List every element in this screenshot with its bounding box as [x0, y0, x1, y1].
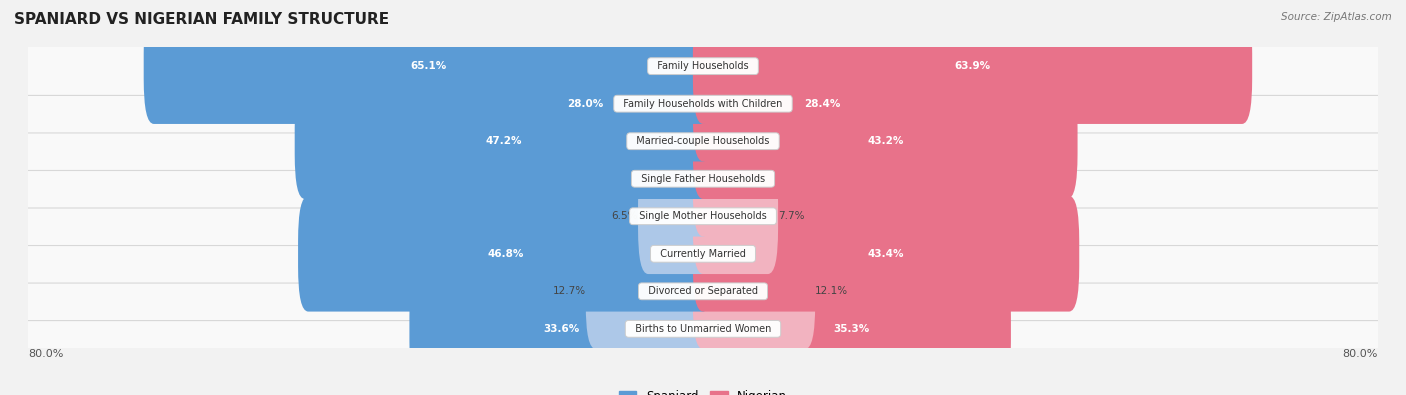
- Text: 12.7%: 12.7%: [553, 286, 586, 296]
- Text: SPANIARD VS NIGERIAN FAMILY STRUCTURE: SPANIARD VS NIGERIAN FAMILY STRUCTURE: [14, 12, 389, 27]
- FancyBboxPatch shape: [17, 299, 1389, 358]
- FancyBboxPatch shape: [409, 271, 713, 387]
- FancyBboxPatch shape: [693, 83, 1077, 199]
- Text: Currently Married: Currently Married: [654, 249, 752, 259]
- Text: 35.3%: 35.3%: [834, 324, 870, 334]
- Text: Married-couple Households: Married-couple Households: [630, 136, 776, 146]
- Text: Single Mother Households: Single Mother Households: [633, 211, 773, 221]
- Text: Source: ZipAtlas.com: Source: ZipAtlas.com: [1281, 12, 1392, 22]
- FancyBboxPatch shape: [693, 46, 953, 162]
- FancyBboxPatch shape: [298, 196, 713, 312]
- FancyBboxPatch shape: [17, 112, 1389, 171]
- Text: Divorced or Separated: Divorced or Separated: [643, 286, 763, 296]
- FancyBboxPatch shape: [457, 46, 713, 162]
- Text: 63.9%: 63.9%: [955, 61, 991, 71]
- Text: 80.0%: 80.0%: [1343, 350, 1378, 359]
- FancyBboxPatch shape: [17, 149, 1389, 208]
- Text: 2.5%: 2.5%: [645, 174, 672, 184]
- FancyBboxPatch shape: [693, 158, 778, 274]
- FancyBboxPatch shape: [693, 121, 734, 237]
- Text: 12.1%: 12.1%: [815, 286, 848, 296]
- Text: 80.0%: 80.0%: [28, 350, 63, 359]
- Text: 43.4%: 43.4%: [868, 249, 904, 259]
- Text: 7.7%: 7.7%: [778, 211, 804, 221]
- Text: 43.2%: 43.2%: [868, 136, 904, 146]
- FancyBboxPatch shape: [17, 37, 1389, 96]
- Text: 33.6%: 33.6%: [543, 324, 579, 334]
- FancyBboxPatch shape: [295, 83, 713, 199]
- Text: Family Households with Children: Family Households with Children: [617, 99, 789, 109]
- FancyBboxPatch shape: [17, 262, 1389, 321]
- Text: 28.4%: 28.4%: [804, 99, 841, 109]
- Text: Births to Unmarried Women: Births to Unmarried Women: [628, 324, 778, 334]
- FancyBboxPatch shape: [672, 121, 713, 237]
- FancyBboxPatch shape: [17, 187, 1389, 246]
- FancyBboxPatch shape: [17, 74, 1389, 133]
- FancyBboxPatch shape: [693, 271, 1011, 387]
- FancyBboxPatch shape: [143, 8, 713, 124]
- Text: Family Households: Family Households: [651, 61, 755, 71]
- FancyBboxPatch shape: [17, 224, 1389, 283]
- FancyBboxPatch shape: [586, 233, 713, 349]
- Text: 46.8%: 46.8%: [488, 249, 524, 259]
- Text: 47.2%: 47.2%: [485, 136, 522, 146]
- Text: 6.5%: 6.5%: [612, 211, 638, 221]
- Text: Single Father Households: Single Father Households: [636, 174, 770, 184]
- Text: 28.0%: 28.0%: [567, 99, 603, 109]
- Text: 2.4%: 2.4%: [734, 174, 759, 184]
- FancyBboxPatch shape: [638, 158, 713, 274]
- FancyBboxPatch shape: [693, 196, 1080, 312]
- FancyBboxPatch shape: [693, 8, 1253, 124]
- Legend: Spaniard, Nigerian: Spaniard, Nigerian: [614, 385, 792, 395]
- FancyBboxPatch shape: [693, 233, 815, 349]
- Text: 65.1%: 65.1%: [411, 61, 447, 71]
